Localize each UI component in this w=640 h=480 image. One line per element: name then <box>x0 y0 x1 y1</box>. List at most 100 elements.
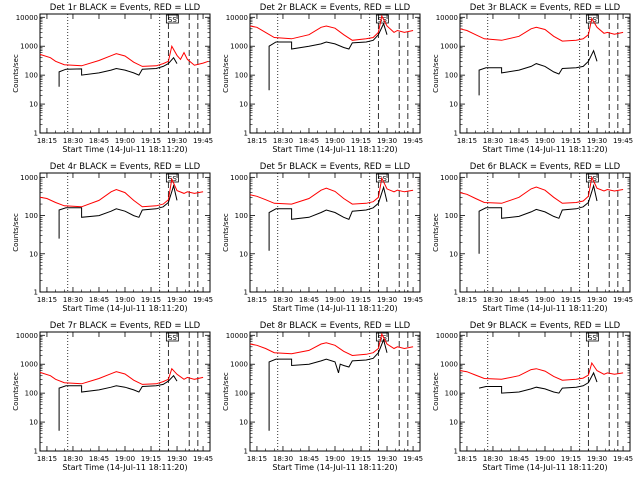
y-tick-label: 10 <box>449 419 458 427</box>
x-axis-label: Start Time (14-Jul-11 18:11:20) <box>482 145 607 154</box>
events-series-line <box>478 183 598 254</box>
y-tick-label: 1000 <box>230 174 248 182</box>
x-tick-label: 18:45 <box>299 455 319 463</box>
y-tick-label: 10 <box>239 250 248 258</box>
x-tick-label: 18:30 <box>273 296 293 304</box>
y-tick-label: 10000 <box>226 332 248 340</box>
x-axis-label: Start Time (14-Jul-11 18:11:20) <box>272 145 397 154</box>
y-tick-label: 1000 <box>230 361 248 369</box>
ss-box-label: SS <box>378 334 387 342</box>
ss-box-label: SS <box>588 334 597 342</box>
y-tick-label: 10 <box>449 101 458 109</box>
y-tick-label: 100 <box>25 72 38 80</box>
x-tick-label: 19:30 <box>587 455 607 463</box>
y-tick-label: 1 <box>34 130 38 138</box>
y-tick-label: 1 <box>34 448 38 456</box>
y-tick-label: 100 <box>25 212 38 220</box>
x-tick-label: 18:30 <box>63 296 83 304</box>
ss-box <box>585 173 599 183</box>
y-axis-label: Counts/sec <box>12 54 20 93</box>
ss-box-label: SS <box>378 16 387 24</box>
x-tick-label: 19:30 <box>377 137 397 145</box>
x-tick-label: 18:15 <box>37 455 57 463</box>
lld-series-line <box>249 14 414 41</box>
y-tick-label: 10000 <box>436 14 458 22</box>
x-tick-label: 19:30 <box>377 296 397 304</box>
panel-det-6: Det 6r BLACK = Events, RED = LLD 1 10 100 10… <box>432 162 633 313</box>
ss-box <box>165 173 179 183</box>
x-tick-label: 19:15 <box>561 137 581 145</box>
y-tick-label: 1000 <box>20 43 38 51</box>
x-tick-label: 19:15 <box>141 296 161 304</box>
y-tick-label: 100 <box>25 390 38 398</box>
lld-series-line <box>249 332 414 357</box>
events-series-line <box>478 371 598 394</box>
y-tick-label: 100 <box>235 390 248 398</box>
panel-title: Det 5r BLACK = Events, RED = LLD <box>260 162 411 172</box>
y-tick-label: 1000 <box>20 361 38 369</box>
x-axis-label: Start Time (14-Jul-11 18:11:20) <box>482 463 607 472</box>
x-tick-label: 18:30 <box>483 455 503 463</box>
lld-series-line <box>459 17 624 42</box>
y-axis-label: Counts/sec <box>222 372 230 411</box>
x-tick-label: 18:15 <box>37 296 57 304</box>
x-tick-label: 19:45 <box>193 296 213 304</box>
x-tick-label: 19:45 <box>403 137 423 145</box>
x-tick-label: 19:15 <box>351 137 371 145</box>
lld-series-line <box>39 177 204 208</box>
panel-det-3: Det 3r BLACK = Events, RED = LLD 1 10 100 10… <box>432 3 633 154</box>
lld-series-line <box>39 367 204 385</box>
x-tick-label: 19:00 <box>325 137 345 145</box>
x-tick-label: 18:15 <box>247 296 267 304</box>
panel-title: Det 9r BLACK = Events, RED = LLD <box>470 321 621 331</box>
panel-title: Det 3r BLACK = Events, RED = LLD <box>470 3 621 13</box>
y-tick-label: 10000 <box>226 14 248 22</box>
panel-det-1: Det 1r BLACK = Events, RED = LLD 1 10 100 10… <box>12 3 213 154</box>
events-series-line <box>268 22 388 91</box>
y-tick-label: 100 <box>235 72 248 80</box>
x-tick-label: 19:00 <box>535 137 555 145</box>
panel-det-7: Det 7r BLACK = Events, RED = LLD 1 10 100 10… <box>12 321 213 472</box>
y-tick-label: 100 <box>445 212 458 220</box>
events-series-line <box>268 185 388 251</box>
x-tick-label: 19:00 <box>535 455 555 463</box>
x-tick-label: 18:45 <box>89 137 109 145</box>
y-tick-label: 1 <box>454 130 458 138</box>
y-tick-label: 1000 <box>440 174 458 182</box>
x-tick-label: 18:15 <box>247 137 267 145</box>
y-tick-label: 10000 <box>16 14 38 22</box>
ss-box-label: SS <box>168 334 177 342</box>
x-axis-label: Start Time (14-Jul-11 18:11:20) <box>62 304 187 313</box>
y-tick-label: 10000 <box>16 332 38 340</box>
x-tick-label: 18:30 <box>483 137 503 145</box>
ss-box <box>585 332 599 342</box>
x-tick-label: 18:30 <box>63 137 83 145</box>
lld-series-line <box>459 175 624 204</box>
x-tick-label: 18:15 <box>247 455 267 463</box>
events-series-line <box>58 374 178 431</box>
y-tick-label: 100 <box>445 390 458 398</box>
x-tick-label: 19:45 <box>193 137 213 145</box>
x-tick-label: 19:15 <box>141 137 161 145</box>
events-series-line <box>268 338 388 431</box>
y-tick-label: 1000 <box>440 43 458 51</box>
x-tick-label: 19:30 <box>377 455 397 463</box>
y-tick-label: 1000 <box>230 43 248 51</box>
x-tick-label: 18:30 <box>273 455 293 463</box>
x-tick-label: 18:15 <box>457 296 477 304</box>
y-axis-label: Counts/sec <box>222 213 230 252</box>
lld-series-line <box>459 361 624 381</box>
ss-box <box>165 14 179 24</box>
ss-box-label: SS <box>168 16 177 24</box>
lld-series-line <box>249 176 414 205</box>
panel-title: Det 6r BLACK = Events, RED = LLD <box>470 162 621 172</box>
y-tick-label: 10 <box>239 101 248 109</box>
x-tick-label: 18:30 <box>63 455 83 463</box>
y-tick-label: 1 <box>244 448 248 456</box>
y-tick-label: 10 <box>239 419 248 427</box>
y-tick-label: 1 <box>244 130 248 138</box>
y-tick-label: 10 <box>29 419 38 427</box>
panel-title: Det 7r BLACK = Events, RED = LLD <box>50 321 201 331</box>
